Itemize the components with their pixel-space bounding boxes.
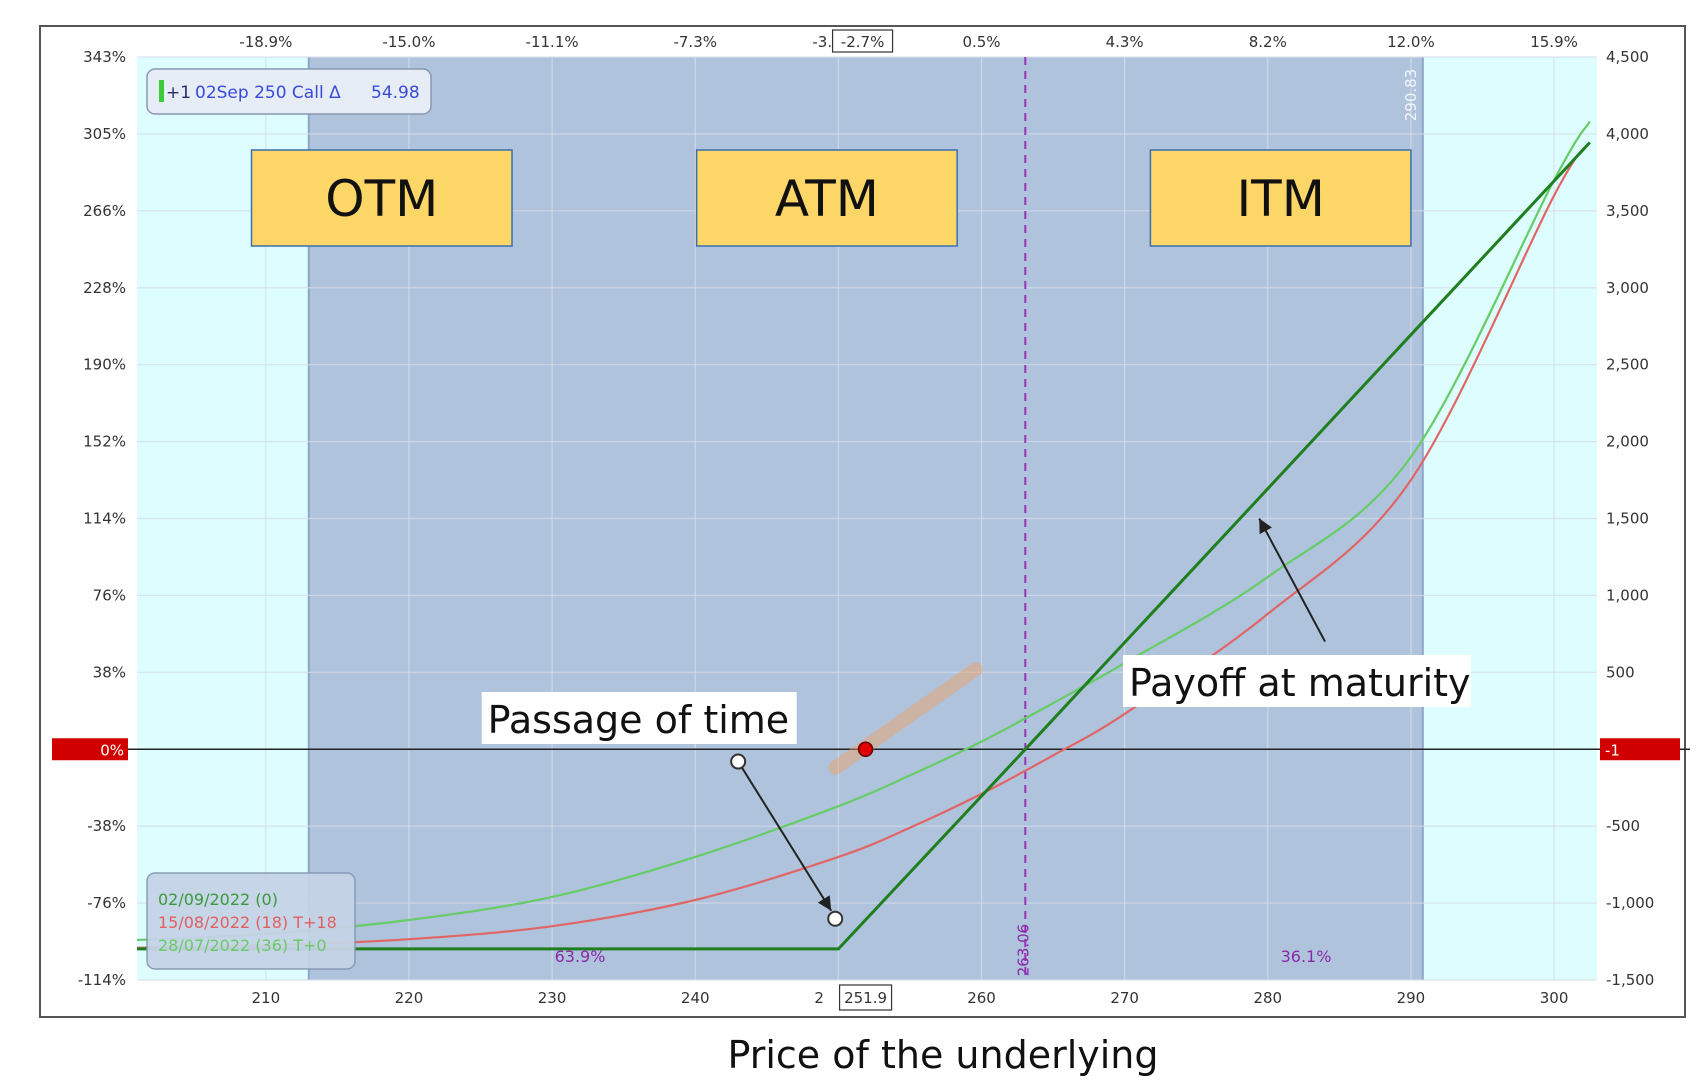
y-left-tick-label: 343%: [83, 48, 126, 66]
x-tick-label: 290: [1397, 989, 1426, 1007]
y-left-tick-label: -38%: [87, 817, 126, 835]
position-prefix: +1: [166, 83, 191, 103]
time-arrow-start-dot: [730, 753, 747, 770]
time-arrow-head: [817, 895, 832, 911]
zone-label-itm: ITM: [1236, 170, 1324, 228]
y-left-tick-label: 305%: [83, 125, 126, 143]
time-arrow-line: [737, 761, 833, 912]
y-left-tick-label: 266%: [83, 202, 126, 220]
x-tick-label: 230: [538, 989, 567, 1007]
probability-left-label: 63.9%: [555, 947, 606, 966]
x-axis-title: Price of the underlying: [727, 1033, 1158, 1077]
top-tick-label: -18.9%: [239, 33, 292, 51]
position-label: +1 02Sep 250 Call Δ 54.98: [146, 68, 432, 115]
zone-box-otm: [250, 149, 513, 247]
zero-left-label: 0%: [100, 741, 124, 759]
y-right-tick-label: -500: [1606, 817, 1640, 835]
top-tick-label: -3.: [812, 33, 832, 51]
payoff-annotation: Payoff at maturity: [1129, 661, 1471, 705]
payoff-arrow-line: [1258, 518, 1326, 643]
top-tick-label: 15.9%: [1530, 33, 1578, 51]
y-left-tick-label: 76%: [93, 586, 126, 604]
y-right-tick-label: 4,000: [1606, 125, 1649, 143]
top-tick-label: -15.0%: [382, 33, 435, 51]
top-tick-label: 8.2%: [1249, 33, 1287, 51]
y-left-tick-label: 228%: [83, 279, 126, 297]
legend: 02/09/2022 (0) 15/08/2022 (18) T+18 28/07/…: [146, 872, 356, 970]
probability-right-label: 36.1%: [1281, 947, 1332, 966]
x-tick-label: 270: [1110, 989, 1139, 1007]
position-label-box: [146, 68, 432, 115]
top-tick-label: -11.1%: [526, 33, 579, 51]
y-left-tick-label: 114%: [83, 510, 126, 528]
current-price-box: [838, 984, 893, 1011]
position-value: 54.98: [371, 83, 420, 103]
x-tick-label: 280: [1253, 989, 1282, 1007]
zero-right-badge: [1600, 738, 1680, 761]
payoff-annotation-bg: [1122, 655, 1471, 707]
y-right-tick-label: 500: [1606, 663, 1635, 681]
series-line-2: [136, 121, 1591, 942]
top-current-label: -2.7%: [841, 33, 885, 51]
y-left-tick-label: 38%: [93, 663, 126, 681]
legend-box: [146, 872, 356, 970]
breakeven-label: 263.06: [1014, 924, 1032, 977]
y-right-tick-label: 4,500: [1606, 48, 1649, 66]
top-tick-label: -7.3%: [673, 33, 717, 51]
current-price-label: 251.9: [844, 989, 887, 1007]
zone-label-atm: ATM: [775, 170, 879, 228]
top-current-box: [831, 29, 894, 53]
y-left-tick-label: -76%: [87, 894, 126, 912]
zone-box-itm: [1149, 149, 1412, 247]
y-left-tick-label: 152%: [83, 433, 126, 451]
legend-entry: 02/09/2022 (0): [158, 890, 278, 909]
x-tick-label: 210: [252, 989, 281, 1007]
zero-left-badge: [52, 738, 128, 761]
x-tick-label: 300: [1540, 989, 1569, 1007]
series-line-1: [136, 141, 1591, 949]
y-right-tick-label: -1,000: [1606, 894, 1654, 912]
x-tick-label: 2: [814, 989, 824, 1007]
zone-label-otm: OTM: [325, 170, 438, 228]
top-tick-label: 12.0%: [1387, 33, 1435, 51]
y-left-tick-label: -114%: [78, 971, 126, 989]
position-color-bar: [159, 80, 164, 102]
legend-entry: 28/07/2022 (36) T+0: [158, 936, 327, 955]
y-right-tick-label: 1,500: [1606, 510, 1649, 528]
y-right-tick-label: -1,500: [1606, 971, 1654, 989]
top-tick-label: 4.3%: [1106, 33, 1144, 51]
upper-bound-label: 290.83: [1402, 69, 1420, 122]
payoff-arrow-head: [1259, 518, 1272, 535]
zone-box-atm: [695, 149, 958, 247]
current-price-marker: [857, 741, 874, 757]
x-tick-label: 240: [681, 989, 710, 1007]
position-text: 02Sep 250 Call Δ: [195, 83, 341, 103]
y-right-tick-label: 3,000: [1606, 279, 1649, 297]
x-tick-label: 220: [395, 989, 424, 1007]
zero-right-label: -1: [1605, 741, 1620, 759]
time-annotation-bg: [481, 692, 797, 744]
x-tick-label: 260: [967, 989, 996, 1007]
y-left-tick-label: 190%: [83, 356, 126, 374]
y-right-tick-label: 2,000: [1606, 433, 1649, 451]
top-tick-label: 0.5%: [962, 33, 1000, 51]
time-annotation: Passage of time: [488, 698, 790, 742]
y-right-tick-label: 1,000: [1606, 586, 1649, 604]
series-line-0: [137, 141, 1591, 951]
y-right-tick-label: 2,500: [1606, 356, 1649, 374]
time-arrow-end-dot: [827, 910, 844, 927]
legend-entry: 15/08/2022 (18) T+18: [158, 913, 337, 932]
y-right-tick-label: 3,500: [1606, 202, 1649, 220]
